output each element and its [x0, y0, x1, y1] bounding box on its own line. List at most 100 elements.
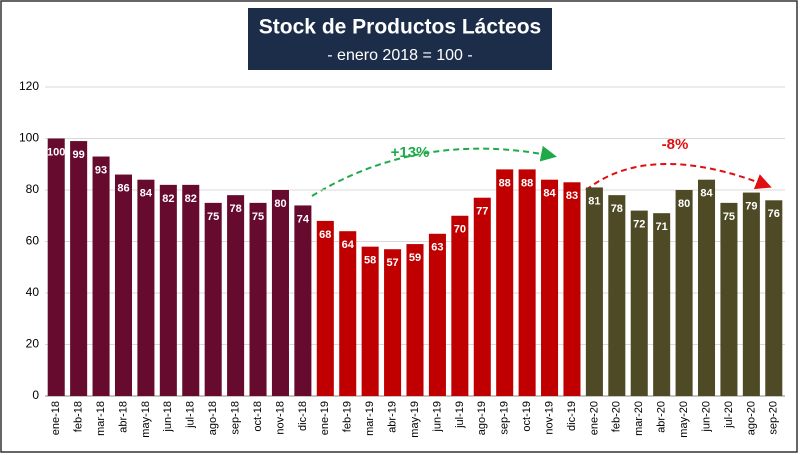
- x-tick-label: jul-18: [185, 401, 197, 429]
- bar: [697, 179, 716, 396]
- bar: [114, 174, 133, 396]
- data-label: 70: [454, 224, 466, 236]
- data-label: 88: [521, 177, 533, 189]
- bar: [294, 205, 312, 396]
- bar: [742, 192, 760, 396]
- data-label: 78: [611, 203, 623, 215]
- bar: [316, 220, 334, 396]
- bar: [675, 190, 693, 396]
- chart-subtitle: - enero 2018 = 100 -: [327, 47, 472, 64]
- bar: [653, 213, 671, 396]
- data-label: 68: [319, 229, 331, 241]
- bar: [406, 244, 424, 396]
- x-tick-label: nov-19: [543, 401, 555, 435]
- data-label: 83: [566, 190, 578, 202]
- chart-title: Stock de Productos Lácteos: [259, 16, 541, 39]
- x-tick-label: mar-19: [364, 401, 376, 436]
- x-tick-label: nov-18: [274, 401, 286, 435]
- y-tick-label: 100: [19, 131, 39, 145]
- x-tick-label: jun-18: [162, 401, 174, 433]
- data-label: 71: [656, 221, 668, 233]
- x-tick-label: may-20: [678, 401, 690, 438]
- bar: [227, 195, 245, 396]
- bar: [541, 179, 559, 396]
- title-box: [248, 8, 552, 70]
- bar: [70, 141, 88, 396]
- x-tick-label: abr-20: [656, 401, 668, 433]
- data-label: 80: [678, 198, 690, 210]
- bar: [384, 249, 402, 396]
- bar: [271, 190, 289, 396]
- x-tick-label: dic-19: [566, 401, 578, 431]
- data-label: 75: [723, 211, 735, 223]
- bar: [361, 246, 379, 396]
- x-tick-label: ene-18: [50, 401, 62, 435]
- arrow: [585, 162, 772, 191]
- data-label: 59: [409, 252, 421, 264]
- annotation: -8%: [662, 136, 689, 153]
- bar: [182, 184, 200, 396]
- bar: [428, 233, 446, 396]
- x-tick-label: may-18: [140, 401, 152, 438]
- x-tick-label: feb-20: [611, 401, 623, 432]
- x-tick-label: oct-19: [521, 401, 533, 432]
- x-tick-label: ago-18: [207, 401, 219, 435]
- y-tick-label: 60: [26, 234, 40, 248]
- data-label: 82: [185, 193, 197, 205]
- x-tick-label: sep-18: [230, 401, 242, 435]
- x-tick-label: ene-19: [319, 401, 331, 435]
- bar: [720, 202, 738, 396]
- bar: [496, 169, 514, 396]
- x-tick-label: abr-18: [117, 401, 129, 433]
- bar: [339, 231, 357, 396]
- data-label: 99: [73, 149, 85, 161]
- bar: [92, 156, 110, 396]
- x-tick-label: ene-20: [588, 401, 600, 435]
- data-label: 81: [588, 195, 600, 207]
- arrow: [311, 145, 557, 197]
- data-label: 58: [364, 255, 376, 267]
- x-tick-label: may-19: [409, 401, 421, 438]
- y-tick-label: 120: [19, 79, 39, 93]
- x-tick-label: sep-20: [768, 401, 780, 435]
- y-tick-label: 0: [32, 388, 39, 402]
- bar: [630, 210, 648, 396]
- x-tick-label: sep-19: [499, 401, 511, 435]
- x-tick-label: ago-20: [745, 401, 757, 435]
- data-label: 84: [140, 188, 153, 200]
- x-tick-label: ago-19: [476, 401, 488, 435]
- bar: [451, 215, 469, 396]
- data-label: 93: [95, 164, 107, 176]
- data-label: 80: [274, 198, 286, 210]
- x-tick-label: jun-19: [431, 401, 443, 433]
- data-label: 75: [207, 211, 219, 223]
- x-tick-label: oct-18: [252, 401, 264, 432]
- x-tick-label: feb-19: [342, 401, 354, 432]
- x-tick-label: mar-18: [95, 401, 107, 436]
- data-label: 79: [745, 200, 757, 212]
- x-tick-label: abr-19: [386, 401, 398, 433]
- annotation: +13%: [391, 144, 430, 161]
- y-tick-label: 20: [26, 337, 40, 351]
- bar: [585, 187, 603, 396]
- data-label: 72: [633, 219, 645, 231]
- data-label: 77: [476, 206, 488, 218]
- data-label: 82: [162, 193, 174, 205]
- bar: [159, 184, 177, 396]
- bar: [765, 200, 783, 396]
- bar: [47, 138, 65, 396]
- data-label: 86: [117, 182, 129, 194]
- x-tick-label: jul-19: [454, 401, 466, 429]
- data-label: 57: [386, 257, 398, 269]
- data-label: 88: [499, 177, 511, 189]
- data-label: 75: [252, 211, 264, 223]
- y-tick-label: 40: [26, 285, 40, 299]
- x-tick-label: feb-18: [73, 401, 85, 432]
- bar: [249, 202, 267, 396]
- bar: [137, 179, 155, 396]
- data-label: 84: [543, 188, 556, 200]
- bar: [608, 195, 626, 396]
- data-label: 64: [342, 239, 355, 251]
- x-tick-label: jul-20: [723, 401, 735, 429]
